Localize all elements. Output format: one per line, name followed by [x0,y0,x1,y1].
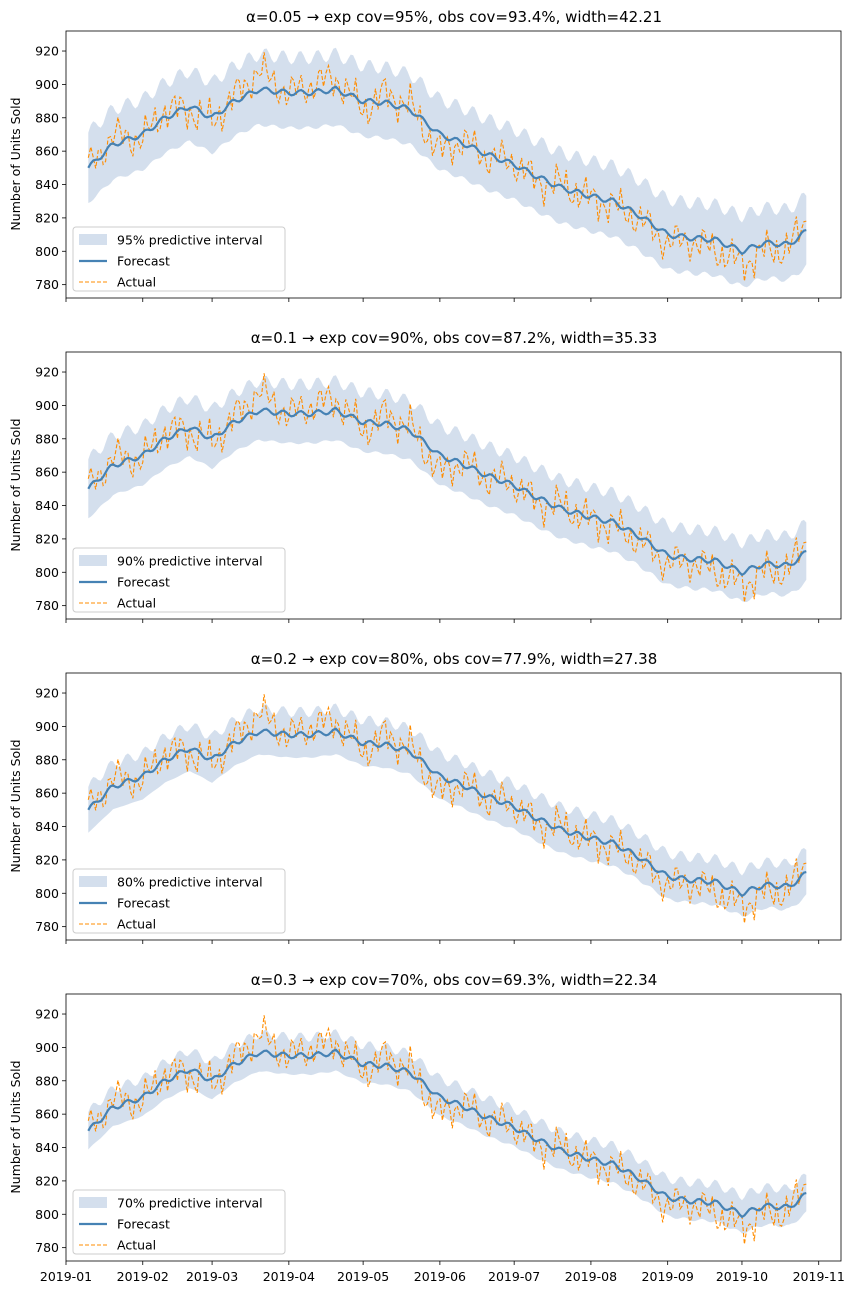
y-tick-label: 900 [35,398,59,413]
actual-line [87,373,807,603]
y-tick-label: 860 [35,786,59,801]
x-tick-label: 2019-08 [565,1269,617,1284]
actual-line [87,52,807,282]
predictive-interval-band [88,375,807,602]
legend-frame [72,1189,286,1255]
y-tick-label: 860 [35,1107,59,1122]
legend-label: Actual [117,1238,156,1253]
subplot-3: α=0.2 → exp cov=80%, obs cov=77.9%, widt… [8,650,842,944]
y-tick-label: 780 [35,277,59,292]
y-tick-label: 800 [35,886,59,901]
y-tick-label: 920 [35,1007,59,1022]
y-tick-label: 880 [35,431,59,446]
legend: 80% predictive interval Forecast Actual [72,868,286,934]
subplot-title: α=0.3 → exp cov=70%, obs cov=69.3%, widt… [251,971,658,989]
legend-label: 95% predictive interval [117,233,263,248]
forecast-line [87,1048,807,1219]
y-tick-label: 900 [35,77,59,92]
legend-swatch-interval [79,1197,107,1208]
x-tick-label: 2019-01 [40,1269,92,1284]
y-tick-label: 820 [35,852,59,867]
predictive-interval-band [88,47,807,288]
subplot-title: α=0.05 → exp cov=95%, obs cov=93.4%, wid… [246,8,662,26]
legend-label: Forecast [117,254,170,269]
forecast-line [87,85,807,256]
legend-label: 70% predictive interval [117,1196,263,1211]
legend-frame [72,868,286,934]
x-tick-label: 2019-03 [186,1269,238,1284]
y-tick-label: 820 [35,210,59,225]
legend: 70% predictive interval Forecast Actual [72,1189,286,1255]
legend-label: 90% predictive interval [117,554,263,569]
y-tick-label: 800 [35,1207,59,1222]
x-tick-label: 2019-09 [642,1269,694,1284]
predictive-interval-band [88,1029,807,1234]
y-axis-label: Number of Units Sold [8,739,23,872]
y-axis-label: Number of Units Sold [8,97,23,230]
legend-label: Actual [117,596,156,611]
subplot-4: α=0.3 → exp cov=70%, obs cov=69.3%, widt… [8,971,845,1284]
y-tick-label: 780 [35,1240,59,1255]
legend-frame [72,226,286,292]
y-tick-label: 780 [35,598,59,613]
x-tick-label: 2019-05 [337,1269,389,1284]
legend-swatch-interval [79,876,107,887]
y-tick-label: 920 [35,365,59,380]
y-tick-label: 840 [35,498,59,513]
legend: 95% predictive interval Forecast Actual [72,226,286,292]
y-tick-label: 840 [35,177,59,192]
legend-label: Actual [117,275,156,290]
legend-frame [72,547,286,613]
subplot-1: α=0.05 → exp cov=95%, obs cov=93.4%, wid… [8,8,842,302]
x-tick-label: 2019-11 [793,1269,845,1284]
x-tick-label: 2019-04 [263,1269,315,1284]
y-tick-label: 900 [35,1040,59,1055]
y-tick-label: 880 [35,1073,59,1088]
x-tick-label: 2019-07 [488,1269,540,1284]
x-tick-label: 2019-06 [414,1269,466,1284]
y-tick-label: 820 [35,531,59,546]
y-tick-label: 900 [35,719,59,734]
y-tick-label: 880 [35,110,59,125]
legend-swatch-interval [79,234,107,245]
forecast-line [87,727,807,898]
y-tick-label: 780 [35,919,59,934]
y-axis-label: Number of Units Sold [8,1060,23,1193]
y-tick-label: 860 [35,465,59,480]
actual-line [87,694,807,924]
y-tick-label: 920 [35,44,59,59]
legend-label: Forecast [117,575,170,590]
plot-frame [65,30,842,299]
subplot-2: α=0.1 → exp cov=90%, obs cov=87.2%, widt… [8,329,842,623]
y-tick-label: 840 [35,1140,59,1155]
actual-line [87,1015,807,1245]
y-tick-label: 840 [35,819,59,834]
y-tick-label: 880 [35,752,59,767]
subplot-title: α=0.2 → exp cov=80%, obs cov=77.9%, widt… [251,650,658,668]
x-tick-label: 2019-10 [716,1269,768,1284]
y-tick-label: 800 [35,244,59,259]
forecast-line [87,406,807,577]
legend-label: 80% predictive interval [117,875,263,890]
legend-label: Forecast [117,1217,170,1232]
plot-frame [65,351,842,620]
y-tick-label: 860 [35,144,59,159]
y-tick-label: 820 [35,1173,59,1188]
predictive-interval-band [88,703,807,917]
plot-frame [65,672,842,941]
x-tick-label: 2019-02 [117,1269,169,1284]
legend-label: Forecast [117,896,170,911]
legend: 90% predictive interval Forecast Actual [72,547,286,613]
subplot-title: α=0.1 → exp cov=90%, obs cov=87.2%, widt… [251,329,658,347]
legend-swatch-interval [79,555,107,566]
y-axis-label: Number of Units Sold [8,418,23,551]
y-tick-label: 920 [35,686,59,701]
plot-frame [65,993,842,1262]
y-tick-label: 800 [35,565,59,580]
legend-label: Actual [117,917,156,932]
